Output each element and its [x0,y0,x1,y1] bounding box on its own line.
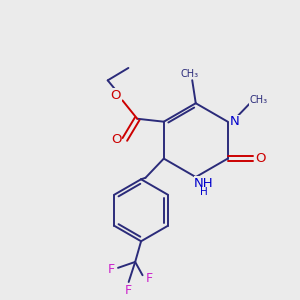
Text: F: F [146,272,153,285]
Text: F: F [125,284,132,297]
Text: F: F [107,263,115,276]
Text: O: O [111,133,122,146]
Text: N: N [229,115,239,128]
Text: H: H [200,188,208,197]
Text: NH: NH [194,177,214,190]
Text: CH₃: CH₃ [249,95,267,105]
Text: CH₃: CH₃ [180,69,198,79]
Text: O: O [255,152,266,165]
Text: O: O [111,88,121,102]
